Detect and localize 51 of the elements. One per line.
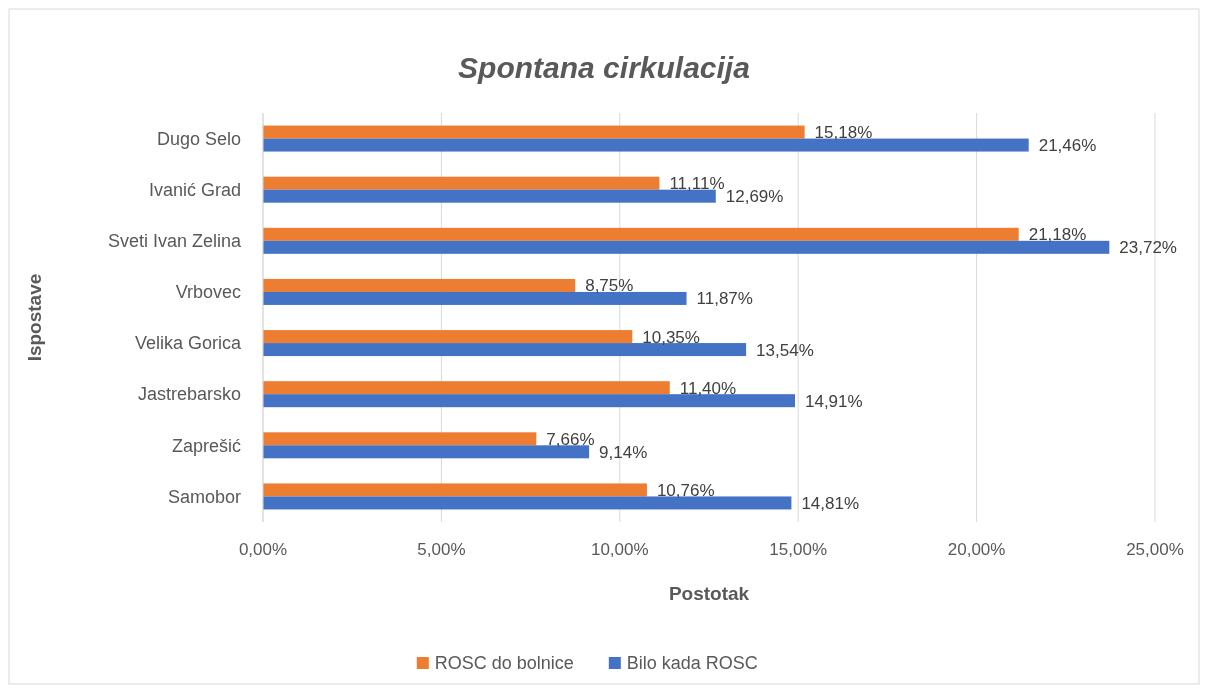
data-label: 15,18% bbox=[814, 123, 873, 143]
bar bbox=[263, 278, 576, 292]
data-label: 11,87% bbox=[696, 289, 753, 309]
data-label: 23,72% bbox=[1119, 238, 1177, 258]
y-tick-label: Jastrebarsko bbox=[137, 384, 241, 405]
y-tick-label: Samobor bbox=[167, 486, 241, 507]
x-axis-title: Postotak bbox=[668, 583, 750, 604]
bar bbox=[263, 330, 633, 344]
bar bbox=[263, 496, 792, 510]
bar bbox=[263, 227, 1019, 241]
y-tick-label: Zaprešić bbox=[171, 435, 241, 456]
data-label: 13,54% bbox=[756, 340, 814, 360]
data-label: 21,46% bbox=[1038, 136, 1097, 156]
data-label: 9,14% bbox=[599, 442, 648, 462]
data-label: 14,91% bbox=[804, 391, 863, 411]
x-tick-label: 10,00% bbox=[590, 540, 649, 559]
data-label: 11,40% bbox=[679, 378, 737, 398]
data-label: 11,11% bbox=[669, 174, 725, 194]
x-tick-label: 5,00% bbox=[417, 540, 466, 559]
y-axis-title: Ispostave bbox=[24, 273, 45, 362]
y-tick-label: Dugo Selo bbox=[156, 128, 241, 149]
data-label: 14,81% bbox=[801, 493, 860, 513]
bar bbox=[263, 189, 716, 203]
data-label: 10,35% bbox=[642, 327, 700, 347]
chart-title: Spontana cirkulacija bbox=[458, 51, 750, 84]
bar bbox=[263, 291, 687, 305]
bar bbox=[263, 445, 590, 459]
y-tick-label: Velika Gorica bbox=[134, 333, 242, 354]
bar bbox=[263, 394, 795, 408]
data-label: 7,66% bbox=[546, 429, 595, 449]
bar bbox=[263, 432, 537, 446]
bar bbox=[263, 483, 647, 497]
x-tick-label: 15,00% bbox=[769, 540, 828, 559]
y-tick-label: Vrbovec bbox=[175, 282, 241, 303]
x-tick-label: 20,00% bbox=[947, 540, 1006, 559]
bar bbox=[263, 343, 747, 357]
bar bbox=[263, 381, 670, 395]
y-tick-label: Sveti Ivan Zelina bbox=[107, 231, 242, 252]
data-label: 12,69% bbox=[725, 187, 784, 207]
legend-label: ROSC do bolnice bbox=[434, 653, 574, 674]
data-label: 10,76% bbox=[656, 480, 715, 500]
data-label: 8,75% bbox=[585, 276, 634, 296]
bar bbox=[263, 176, 660, 190]
x-tick-label: 0,00% bbox=[238, 540, 288, 559]
bar bbox=[263, 125, 805, 139]
y-tick-label: Ivanić Grad bbox=[148, 179, 241, 200]
bar bbox=[263, 240, 1110, 254]
x-tick-label: 25,00% bbox=[1126, 540, 1184, 559]
data-label: 21,18% bbox=[1028, 225, 1087, 245]
bar bbox=[263, 138, 1029, 152]
legend-label: Bilo kada ROSC bbox=[626, 653, 758, 674]
